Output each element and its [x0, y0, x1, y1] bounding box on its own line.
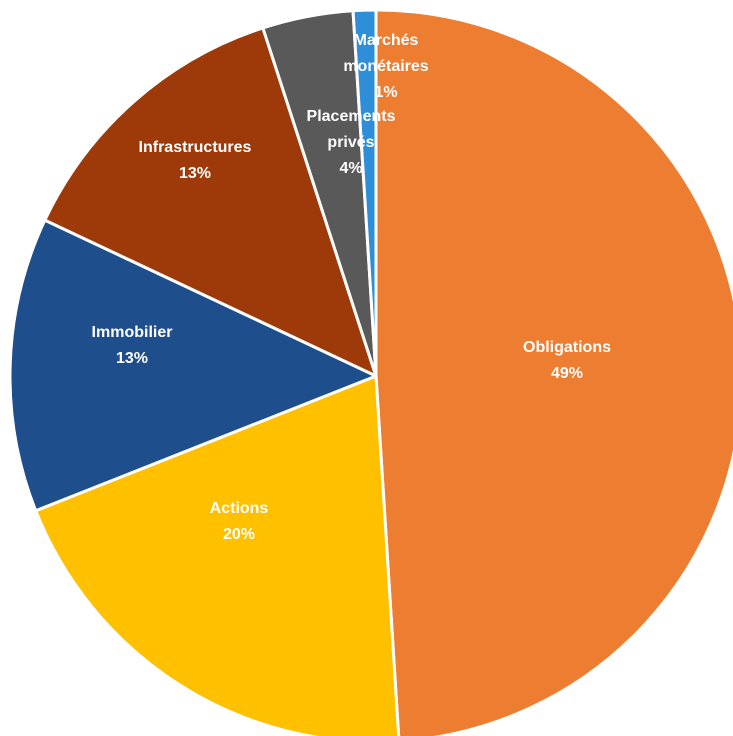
slice-percentage: 13% — [116, 350, 148, 367]
slice-label-immobilier: Immobilier 13% — [92, 324, 173, 367]
slice-category-line: privés — [327, 134, 374, 151]
pie-slice-marches-monetaires — [351, 8, 378, 378]
slice-label-placements-prives: Placements privés 4% — [307, 108, 396, 177]
slice-label-text: Obligations 49% — [523, 339, 611, 382]
slice-category-line: Obligations — [523, 339, 611, 356]
slice-label-obligations: Obligations 49% — [523, 339, 611, 382]
slice-label-text: Immobilier 13% — [92, 324, 173, 367]
slice-label-text: Actions 20% — [210, 500, 269, 543]
pie-slice-obligations — [374, 8, 733, 736]
slice-category-line: Placements — [307, 108, 396, 125]
slice-category-line: Infrastructures — [139, 139, 252, 156]
slice-percentage: 20% — [223, 526, 255, 543]
slice-percentage: 49% — [551, 365, 583, 382]
labels-layer: Obligations 49%Actions 20%Immobilier 13%Inf… — [92, 32, 612, 543]
pie-slice-infrastructures — [43, 26, 378, 378]
slice-category-line: Marchés — [354, 32, 419, 49]
slice-category-line: Actions — [210, 500, 269, 517]
slice-percentage: 1% — [374, 84, 397, 101]
slice-label-marches-monetaires: Marchés monétaires 1% — [343, 32, 428, 101]
slice-label-text: Marchés monétaires 1% — [343, 32, 428, 101]
slice-label-text: Placements privés 4% — [307, 108, 396, 177]
slice-category-line: monétaires — [343, 58, 428, 75]
slice-percentage: 4% — [339, 160, 362, 177]
slice-category-line: Immobilier — [92, 324, 173, 341]
slice-label-actions: Actions 20% — [210, 500, 269, 543]
pie-slice-immobilier — [8, 218, 378, 513]
slice-percentage: 13% — [179, 165, 211, 182]
pie-slice-actions — [34, 374, 401, 736]
slices-layer — [8, 8, 733, 736]
slice-label-infrastructures: Infrastructures 13% — [139, 139, 252, 182]
slice-label-text: Infrastructures 13% — [139, 139, 252, 182]
